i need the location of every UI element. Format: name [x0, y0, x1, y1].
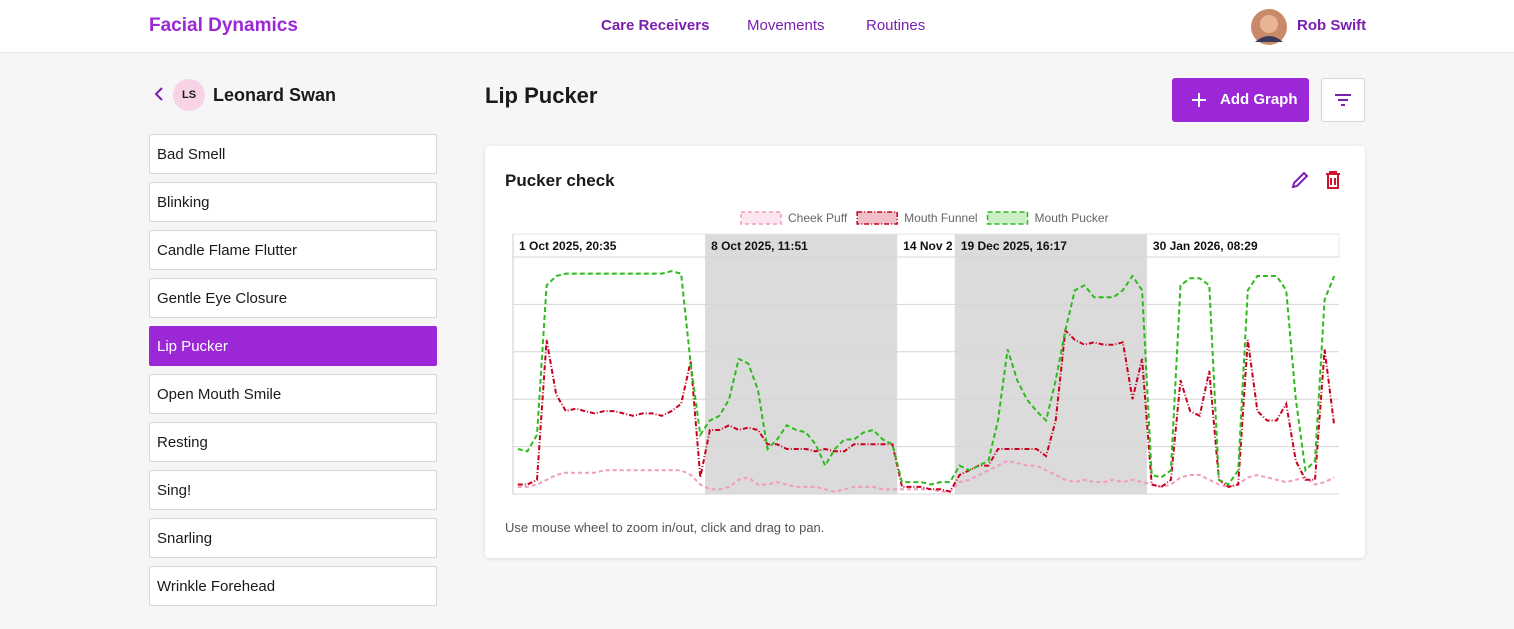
session-label: 1 Oct 2025, 20:35	[519, 239, 617, 253]
legend-label: Mouth Funnel	[904, 211, 977, 225]
filter-icon	[1335, 94, 1351, 106]
nav-link[interactable]: Care Receivers	[601, 17, 710, 34]
legend-swatch	[740, 211, 782, 225]
session-band	[954, 234, 1147, 494]
movement-item[interactable]: Gentle Eye Closure	[149, 278, 437, 318]
movement-item[interactable]: Sing!	[149, 470, 437, 510]
chart[interactable]: Cheek Puff Mouth Funnel Mouth Pucker 1 Oct …	[505, 205, 1345, 500]
legend-label: Mouth Pucker	[1035, 211, 1109, 225]
filter-button[interactable]	[1321, 78, 1365, 122]
legend-swatch	[986, 211, 1029, 225]
avatar[interactable]	[1250, 8, 1288, 46]
page-title: Lip Pucker	[485, 83, 598, 108]
series-line	[517, 328, 1336, 493]
nav-link[interactable]: Routines	[866, 17, 926, 34]
movement-item[interactable]: Lip Pucker	[149, 326, 437, 366]
back-icon[interactable]	[152, 86, 168, 102]
movement-item[interactable]: Open Mouth Smile	[149, 374, 437, 414]
receiver-name: Leonard Swan	[213, 85, 337, 105]
edit-icon[interactable]	[1289, 169, 1311, 191]
user-name[interactable]: Rob Swift	[1297, 17, 1367, 34]
brand[interactable]: Facial Dynamics	[149, 15, 298, 36]
movement-item[interactable]: Wrinkle Forehead	[149, 566, 437, 606]
initials: LS	[173, 79, 205, 111]
plus-icon	[1192, 93, 1206, 107]
movement-item[interactable]: Resting	[149, 422, 437, 462]
delete-icon[interactable]	[1322, 169, 1344, 191]
button-label: Add Graph	[1220, 91, 1298, 108]
session-label: 14 Nov 2	[903, 239, 953, 253]
movement-item[interactable]: Snarling	[149, 518, 437, 558]
series-line	[517, 270, 1336, 486]
session-label: 19 Dec 2025, 16:17	[961, 239, 1067, 253]
movement-item[interactable]: Bad Smell	[149, 134, 437, 174]
chart-hint: Use mouse wheel to zoom in/out, click an…	[505, 520, 825, 535]
nav-link[interactable]: Movements	[747, 17, 825, 34]
card-title: Pucker check	[505, 171, 615, 190]
session-band	[705, 234, 898, 494]
series-line	[517, 459, 1335, 493]
movement-item[interactable]: Blinking	[149, 182, 437, 222]
movement-item[interactable]: Candle Flame Flutter	[149, 230, 437, 270]
legend-label: Cheek Puff	[788, 211, 848, 225]
session-label: 8 Oct 2025, 11:51	[711, 239, 808, 253]
session-label: 30 Jan 2026, 08:29	[1153, 239, 1258, 253]
legend-swatch	[856, 211, 898, 225]
